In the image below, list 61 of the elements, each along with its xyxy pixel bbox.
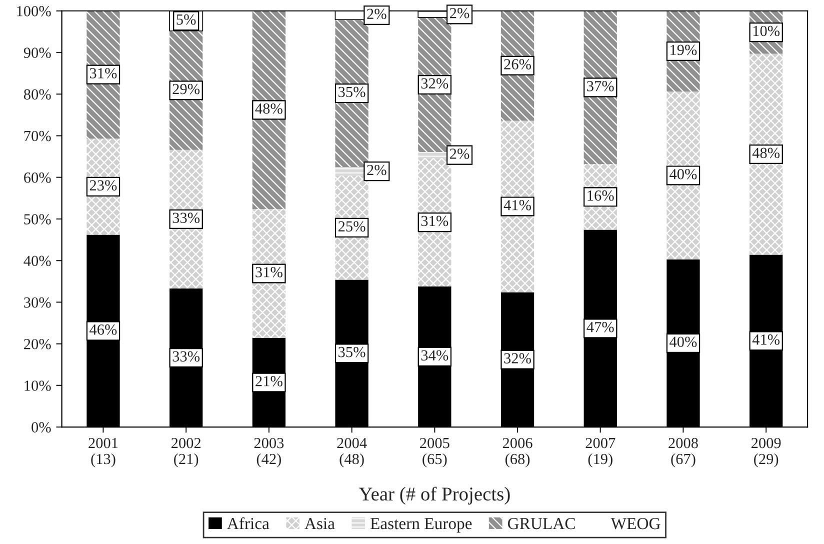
- data-label: 21%: [256, 376, 282, 386]
- y-tick-label: 30%: [24, 297, 51, 308]
- data-label: 32%: [504, 353, 531, 364]
- bar: [252, 10, 286, 209]
- data-label: 32%: [421, 78, 448, 89]
- data-label: 26%: [504, 59, 531, 70]
- y-tick-label: 70%: [24, 130, 51, 142]
- data-label: 48%: [255, 103, 282, 114]
- data-label: 5%: [176, 14, 196, 25]
- bar: [750, 54, 783, 255]
- data-label: 10%: [753, 26, 780, 36]
- x-axis-title: Year (# of Projects): [358, 486, 510, 505]
- legend-label: Asia: [304, 518, 335, 530]
- data-label: 31%: [256, 266, 282, 278]
- data-label: 40%: [670, 336, 697, 348]
- data-label: 25%: [338, 221, 366, 232]
- legend-label: GRULAC: [508, 518, 575, 530]
- x-tick-label: 2001 (13): [88, 438, 118, 468]
- bar: [500, 120, 534, 292]
- data-label: 16%: [588, 190, 614, 201]
- data-label: 31%: [421, 216, 448, 226]
- x-tick-label: 2004 (48): [337, 438, 367, 468]
- data-label: 23%: [90, 180, 117, 191]
- data-label: 40%: [670, 168, 697, 180]
- data-label: 2%: [367, 8, 386, 20]
- legend-label: Africa: [227, 517, 270, 530]
- y-tick-label: 80%: [24, 89, 51, 100]
- y-tick-label: 90%: [24, 48, 51, 58]
- data-label: 47%: [586, 322, 614, 332]
- x-tick-label: 2002 (21): [171, 438, 201, 468]
- data-label: 37%: [587, 80, 614, 92]
- x-tick-label: 2009 (29): [751, 438, 781, 468]
- x-tick-label: 2007 (19): [586, 438, 616, 468]
- data-label: 2%: [450, 8, 470, 18]
- x-tick-label: 2006 (68): [502, 438, 532, 468]
- data-label: 34%: [421, 350, 448, 361]
- data-label: 35%: [338, 86, 366, 98]
- data-label: 31%: [90, 68, 117, 78]
- data-label: 33%: [172, 351, 200, 362]
- data-label: 29%: [172, 84, 200, 94]
- data-label: 46%: [90, 324, 117, 335]
- y-tick-label: 40%: [24, 256, 51, 266]
- x-tick-label: 2005 (65): [420, 438, 450, 468]
- data-label: 33%: [172, 212, 200, 224]
- text: WEOG: [610, 518, 660, 530]
- data-label: 41%: [752, 334, 780, 345]
- data-label: 2%: [367, 164, 386, 176]
- data-label: 48%: [752, 148, 780, 158]
- data-label: 19%: [670, 44, 697, 56]
- y-tick-label: 0%: [32, 422, 51, 433]
- y-tick-label: 100%: [17, 6, 51, 16]
- y-tick-label: 60%: [24, 172, 51, 183]
- legend-label: Eastern Europe: [370, 518, 472, 533]
- x-tick-label: 2008 (67): [668, 438, 698, 468]
- data-label: 35%: [338, 346, 366, 358]
- y-tick-label: 10%: [24, 380, 51, 391]
- y-tick-label: 20%: [24, 338, 51, 350]
- data-label: 2%: [450, 148, 470, 159]
- x-tick-label: 2003 (42): [254, 438, 284, 468]
- data-label: 41%: [504, 200, 531, 210]
- y-tick-label: 50%: [24, 214, 51, 224]
